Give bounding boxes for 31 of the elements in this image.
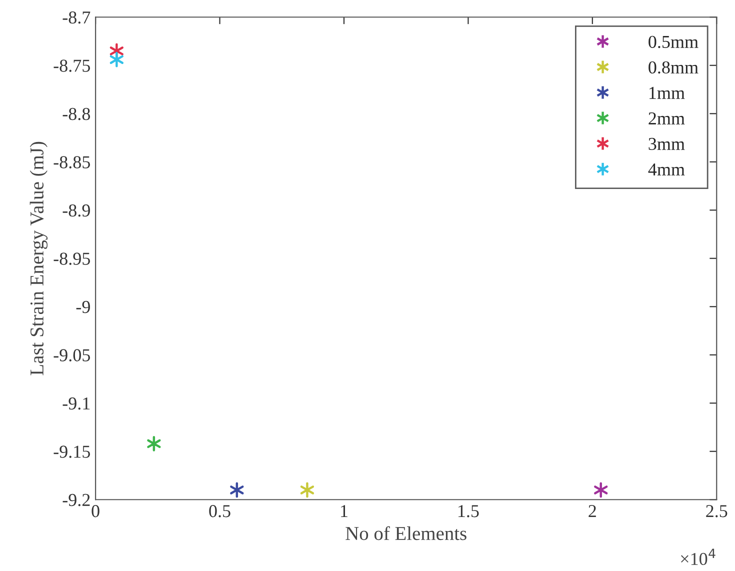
y-tick-label: -8.7	[62, 11, 90, 24]
y-tick-label: -8.9	[62, 204, 90, 217]
legend-label: 2mm	[648, 112, 685, 124]
x-axis-title: No of Elements	[346, 526, 466, 540]
y-axis-title: Last Strain Energy Value (mJ)	[30, 142, 48, 376]
x-tick-label: 2.5	[706, 505, 728, 518]
y-tick-label: -9.1	[62, 397, 90, 410]
legend-label: 0.5mm	[648, 36, 698, 48]
legend-label: 0.8mm	[648, 61, 698, 74]
point	[230, 482, 244, 498]
text: ×10$^{4}$	[681, 548, 716, 566]
x-tick-label: 1.5	[458, 505, 479, 518]
y-tick-label: -9.15	[54, 446, 90, 458]
point	[147, 436, 161, 452]
x-tick-label: 0.5	[209, 505, 230, 518]
y-tick-label: -8.8	[62, 108, 90, 120]
point	[110, 52, 124, 68]
x-tick-label: 2	[588, 505, 596, 518]
y-tick-label: -9	[76, 300, 90, 314]
legend-label: 4mm	[648, 164, 685, 176]
y-tick-label: -8.75	[54, 60, 90, 72]
y-tick-label: -8.85	[54, 156, 90, 168]
legend-label: 1mm	[650, 86, 685, 99]
y-tick-label: -8.95	[54, 252, 90, 265]
y-tick-label: -9.2	[62, 494, 90, 506]
legend-label: 3mm	[648, 138, 685, 150]
point	[300, 482, 314, 498]
x-tick-label: 1	[341, 505, 348, 518]
y-tick-label: -9.05	[54, 349, 90, 362]
point	[594, 482, 608, 498]
x-tick-label: 0	[92, 505, 100, 518]
